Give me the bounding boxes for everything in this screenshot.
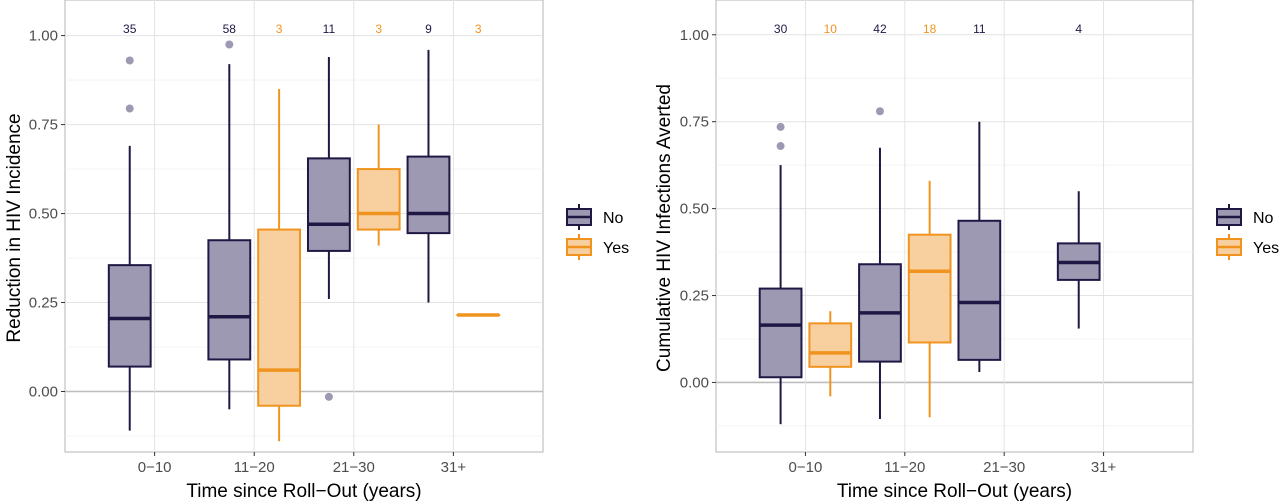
- y-tick-label: 0.00: [680, 374, 709, 391]
- count-label: 3: [276, 22, 283, 36]
- box-body: [107, 264, 152, 368]
- outlier-point: [776, 122, 785, 131]
- x-tick-label: 31+: [441, 459, 467, 476]
- box-yes-11−20: 3: [257, 22, 302, 442]
- outlier-point: [125, 56, 134, 65]
- x-axis-title: Time since Roll−Out (years): [837, 481, 1072, 501]
- count-label: 3: [475, 22, 482, 36]
- legend: No Yes: [566, 204, 629, 260]
- chart-panel-1: 0.00 0.25 0.50 0.75 1.00 0−10 11−20 21−30 31+ 35 5…: [4, 0, 629, 501]
- box-body: [808, 322, 853, 368]
- box-no-21−30: 11: [306, 22, 351, 401]
- y-axis-title: Reduction in HIV Incidence: [4, 113, 25, 342]
- y-tick-label: 0.75: [29, 117, 58, 134]
- count-label: 18: [923, 22, 937, 36]
- box-body: [957, 219, 1002, 361]
- box-no-0−10: 35: [107, 22, 152, 431]
- box-yes-0−10: 10: [808, 22, 853, 397]
- y-axis-title: Cumulative HIV Infections Averted: [654, 84, 675, 372]
- count-label: 30: [774, 22, 788, 36]
- outlier-point: [225, 40, 234, 49]
- outlier-point: [875, 107, 884, 116]
- legend: No Yes: [1216, 204, 1279, 260]
- box-body: [406, 155, 451, 235]
- box-body: [207, 239, 252, 361]
- x-tick-label: 11−20: [884, 459, 925, 476]
- legend-label-yes: Yes: [1253, 240, 1279, 257]
- box-body: [907, 233, 952, 344]
- count-label: 9: [425, 22, 432, 36]
- y-tick-label: 0.25: [29, 295, 58, 312]
- legend-label-no: No: [603, 210, 624, 227]
- x-tick-label: 21−30: [333, 459, 375, 476]
- y-tick-label: 0.50: [29, 206, 58, 223]
- y-tick-label: 0.00: [29, 383, 58, 400]
- count-label: 3: [375, 22, 382, 36]
- box-body: [306, 157, 351, 252]
- x-axis-title: Time since Roll−Out (years): [186, 481, 421, 501]
- box-no-31+: 4: [1056, 22, 1101, 329]
- box-no-21−30: 11: [957, 22, 1002, 373]
- count-label: 4: [1075, 22, 1082, 36]
- count-label: 58: [223, 22, 237, 36]
- x-tick-label: 0−10: [789, 459, 823, 476]
- y-tick-label: 1.00: [29, 28, 58, 45]
- box-yes-31+: 3: [456, 22, 501, 317]
- box-body: [758, 287, 803, 379]
- y-tick-label: 0.75: [680, 114, 709, 131]
- box-no-0−10: 30: [758, 22, 803, 425]
- count-label: 42: [873, 22, 887, 36]
- x-tick-label: 0−10: [138, 459, 172, 476]
- count-label: 10: [824, 22, 838, 36]
- y-tick-label: 0.50: [680, 201, 709, 218]
- outlier-point: [776, 142, 785, 151]
- outlier-point: [324, 392, 333, 401]
- box-body: [356, 168, 401, 231]
- box-body: [257, 228, 302, 407]
- legend-label-yes: Yes: [603, 240, 629, 257]
- box-yes-21−30: 3: [356, 22, 401, 246]
- legend-label-no: No: [1253, 210, 1274, 227]
- count-label: 11: [323, 22, 336, 36]
- y-tick-label: 0.25: [680, 288, 709, 305]
- x-tick-label: 11−20: [234, 459, 275, 476]
- y-tick-label: 1.00: [680, 27, 709, 44]
- box-yes-11−20: 18: [907, 22, 952, 418]
- box-no-11−20: 42: [858, 22, 902, 419]
- count-label: 35: [123, 22, 137, 36]
- count-label: 11: [973, 22, 986, 36]
- plot-area: [715, 0, 1194, 453]
- plot-area: [64, 0, 544, 453]
- x-tick-label: 31+: [1091, 459, 1117, 476]
- x-tick-label: 21−30: [983, 459, 1025, 476]
- box-no-31+: 9: [406, 22, 451, 303]
- outlier-point: [125, 104, 134, 113]
- chart-panel-2: 0.00 0.25 0.50 0.75 1.00 0−10 11−20 21−30 31+ 30 4…: [654, 0, 1279, 501]
- box-no-11−20: 58: [207, 22, 252, 410]
